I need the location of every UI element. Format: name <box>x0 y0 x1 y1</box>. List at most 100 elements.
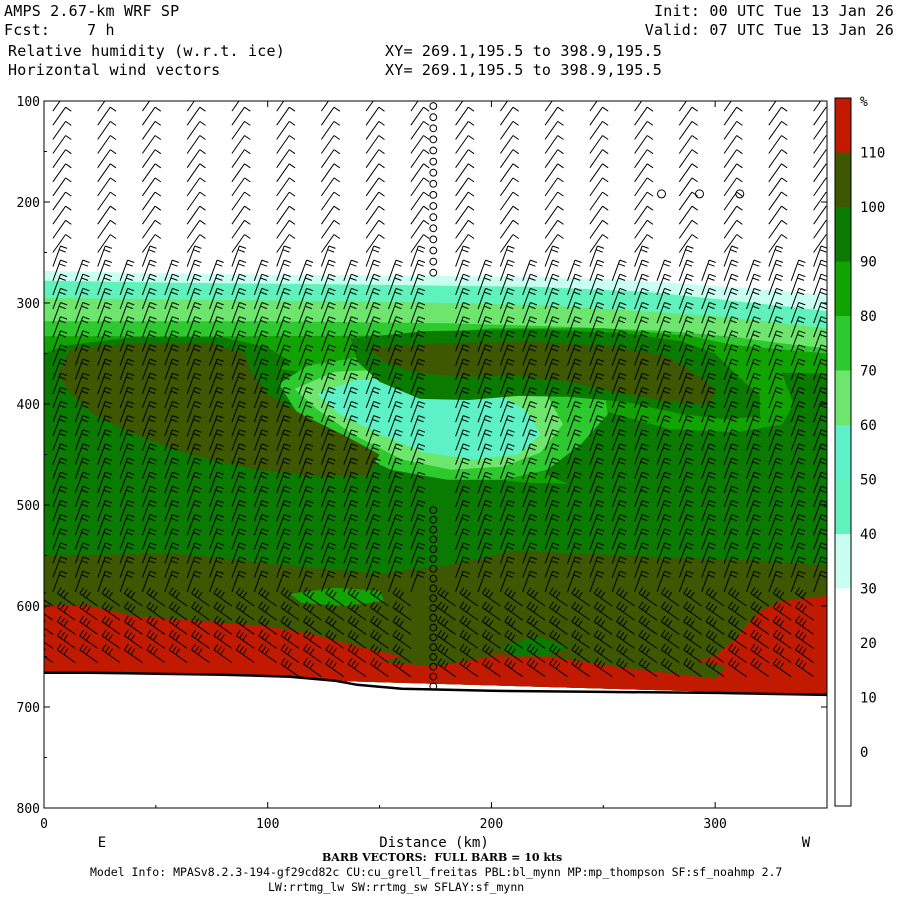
wind-barb <box>343 457 359 479</box>
wind-barb <box>634 358 649 380</box>
wind-barb <box>768 234 788 253</box>
wind-barb <box>235 601 255 621</box>
calm-circle <box>695 189 704 199</box>
wind-barb <box>477 344 493 366</box>
wind-barb <box>52 457 68 479</box>
wind-barb <box>701 457 716 479</box>
wind-barb <box>119 287 135 310</box>
wind-barb <box>410 135 430 154</box>
wind-barb <box>660 615 680 635</box>
wind-barb <box>634 401 649 423</box>
wind-barb <box>656 556 672 578</box>
wind-barb <box>52 556 68 578</box>
wind-barb <box>343 358 359 380</box>
wind-barb <box>97 219 117 239</box>
wind-barb <box>276 500 291 522</box>
calm-circle <box>429 146 438 155</box>
wind-barb <box>186 135 206 154</box>
wind-barb <box>97 316 112 338</box>
calm-circle <box>429 672 438 681</box>
wind-barb <box>388 302 403 324</box>
wind-barb <box>410 500 426 522</box>
wind-barb <box>343 344 359 366</box>
wind-barb <box>437 629 456 649</box>
wind-barb <box>74 542 90 564</box>
wind-barb <box>119 471 135 494</box>
wind-barb <box>365 485 381 508</box>
wind-barb <box>790 302 806 324</box>
wind-barb <box>522 429 538 451</box>
wind-barb <box>141 219 162 239</box>
wind-barb <box>701 485 716 508</box>
calm-circle <box>429 268 438 277</box>
wind-barb <box>119 372 135 395</box>
wind-barb <box>298 273 314 296</box>
wind-barb <box>660 601 680 621</box>
model-info: Model Info: MPASv8.2.3-194-gf29cd82c CU:… <box>90 865 783 879</box>
wind-barb <box>410 330 426 352</box>
wind-barb <box>571 601 591 621</box>
wind-barb <box>276 287 291 310</box>
wind-barb <box>52 191 72 211</box>
wind-barb <box>723 316 739 338</box>
wind-barb <box>656 287 672 310</box>
wind-barb <box>723 457 739 479</box>
colorbar-tick-label: 80 <box>860 309 877 325</box>
wind-barb <box>589 205 609 225</box>
wind-barb <box>656 259 672 281</box>
wind-barb <box>678 287 694 310</box>
wind-barb <box>298 528 314 550</box>
wind-barb <box>119 386 135 409</box>
wind-barb <box>97 287 112 310</box>
wind-barb <box>280 643 300 664</box>
wind-barb <box>678 542 694 564</box>
wind-barb <box>97 302 112 324</box>
wind-barb <box>723 514 739 536</box>
colorbar-tick-label: 0 <box>860 745 868 761</box>
wind-barb <box>343 485 359 508</box>
wind-barb <box>186 163 206 183</box>
wind-barb <box>186 457 202 479</box>
wind-barb <box>370 643 389 664</box>
wind-barb <box>52 149 72 168</box>
wind-barb <box>280 587 300 607</box>
wind-barb <box>526 615 546 635</box>
calm-circle <box>429 191 438 199</box>
wind-barb <box>455 120 475 140</box>
wind-barb <box>141 542 157 564</box>
wind-barb <box>499 443 515 465</box>
wind-barbs <box>44 101 827 678</box>
colorbar-swatch <box>835 643 851 806</box>
wind-barb <box>347 629 367 649</box>
wind-barb <box>813 101 822 112</box>
wind-barb <box>589 330 605 352</box>
wind-barb <box>168 629 188 649</box>
wind-barb <box>320 287 336 310</box>
wind-barb <box>253 556 269 578</box>
wind-barb <box>186 344 202 366</box>
terrain-line <box>44 671 828 697</box>
wind-barb <box>477 429 493 451</box>
wind-barb <box>320 101 330 112</box>
wind-barb <box>544 344 560 366</box>
wind-barb <box>567 570 582 593</box>
wind-barb <box>455 149 475 168</box>
wind-barb <box>52 273 68 296</box>
wind-barb <box>544 429 560 451</box>
wind-barb <box>52 135 72 154</box>
wind-barb <box>567 415 582 437</box>
wind-barb <box>410 287 426 310</box>
wind-barb <box>678 485 694 508</box>
colorbar-tick-label: 60 <box>860 418 877 434</box>
wind-barb <box>164 570 180 593</box>
calm-circle <box>429 179 438 188</box>
wind-barb <box>768 245 784 267</box>
wind-barb <box>253 302 269 324</box>
wind-barb <box>231 330 247 352</box>
calm-circle <box>429 564 438 573</box>
wind-barb <box>168 643 188 664</box>
wind-barb <box>320 401 336 423</box>
wind-barb <box>231 205 251 225</box>
wind-barb <box>191 587 210 607</box>
